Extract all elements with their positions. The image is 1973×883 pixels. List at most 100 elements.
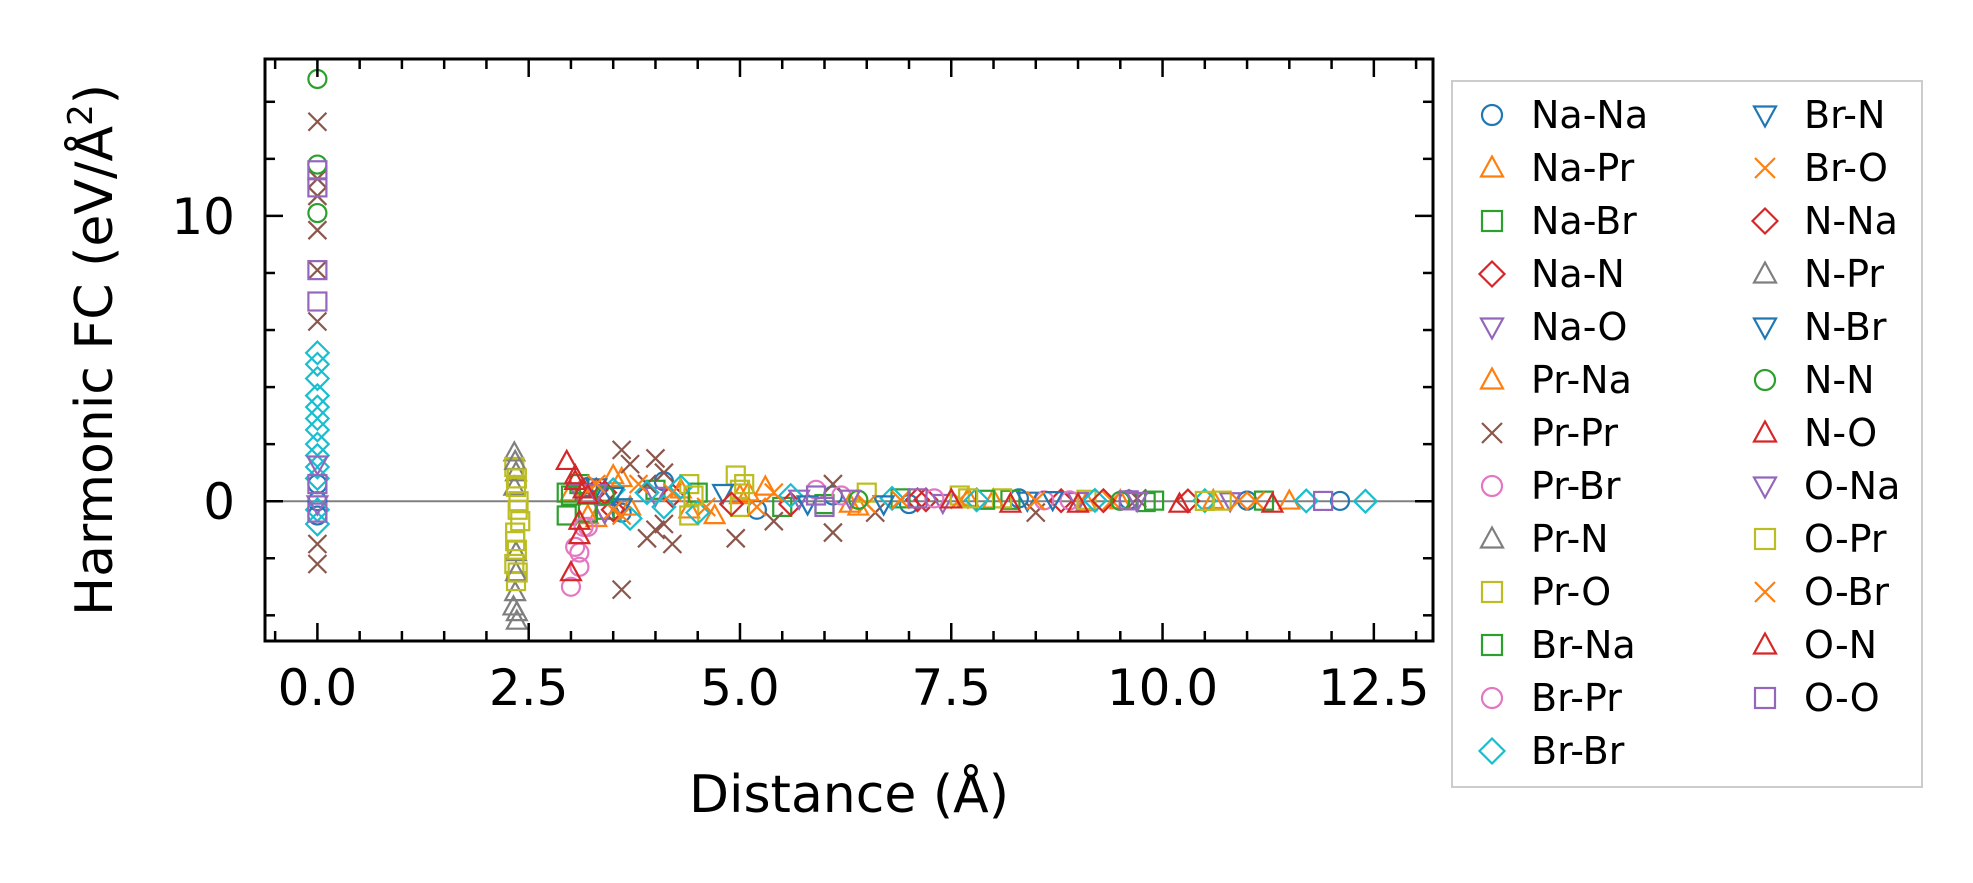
data-point [654, 514, 674, 534]
legend-entry: Br-Pr [1480, 676, 1622, 720]
legend-entry: Na-Br [1480, 199, 1637, 243]
data-point [645, 448, 666, 469]
legend-label: O-Br [1804, 570, 1889, 614]
data-point [505, 531, 526, 552]
series-o-pr [505, 468, 1215, 583]
data-point [504, 559, 528, 582]
legend-marker [1752, 476, 1778, 500]
legend-marker [1752, 105, 1778, 129]
data-point [305, 455, 330, 477]
data-point [668, 474, 694, 500]
data-point [307, 554, 328, 574]
x-tick-label: 10.0 [1107, 659, 1218, 717]
legend-marker [1752, 631, 1778, 655]
data-point [567, 508, 592, 530]
data-point [814, 496, 835, 518]
legend-label: N-Na [1804, 199, 1898, 243]
y-tick-label: 0 [203, 473, 235, 531]
legend-entry: O-Pr [1753, 517, 1887, 561]
legend-label: Na-O [1531, 305, 1627, 349]
legend-entry: Br-Na [1480, 623, 1636, 667]
x-tick-label: 7.5 [911, 659, 991, 717]
data-point [609, 498, 634, 520]
data-point [554, 448, 579, 471]
data-point [1194, 490, 1215, 512]
data-point [662, 482, 683, 503]
data-point [637, 474, 657, 494]
legend-label: O-O [1804, 676, 1880, 720]
legend-label: Br-Br [1531, 729, 1625, 773]
data-point [510, 511, 531, 532]
legend-entry: Pr-Br [1480, 464, 1621, 508]
data-point [1228, 491, 1249, 511]
legend-label: N-Br [1804, 305, 1887, 349]
legend-entry: O-Na [1752, 464, 1900, 508]
legend-label: Na-Pr [1531, 146, 1635, 190]
legend-entry: O-O [1753, 676, 1880, 720]
legend-entry: Na-O [1479, 305, 1627, 349]
data-point [637, 528, 657, 549]
data-point [753, 474, 778, 496]
legend-label: Na-N [1531, 252, 1625, 296]
data-point [651, 494, 677, 520]
data-point [563, 462, 587, 485]
y-axis-label-superscript: 2 [61, 104, 101, 126]
data-point [1118, 490, 1139, 511]
legend-entry: O-Br [1754, 570, 1889, 614]
data-point [998, 491, 1023, 513]
data-point [718, 491, 745, 517]
legend: Na-Na Na-Pr Na-Br Na-N Na-O Pr-Na Pr-Pr Pr-Br Pr… [1451, 80, 1923, 788]
legend-entry: N-O [1752, 411, 1877, 455]
legend-label: Pr-Br [1531, 464, 1621, 508]
data-point [611, 505, 632, 526]
data-point [304, 405, 331, 432]
legend-entry: Pr-O [1480, 570, 1611, 614]
legend-entry: Pr-N [1479, 517, 1609, 561]
data-point [304, 340, 331, 366]
data-point [1192, 487, 1218, 514]
data-points [304, 68, 1379, 630]
data-point [1143, 490, 1165, 511]
legend-marker [1480, 103, 1504, 127]
legend-label: Br-N [1804, 93, 1885, 137]
data-point [307, 473, 328, 495]
data-point [702, 502, 727, 525]
data-point [304, 511, 331, 537]
data-point [576, 482, 600, 505]
data-point [307, 260, 328, 280]
data-point [307, 111, 328, 132]
data-point [304, 351, 331, 378]
legend-marker [1750, 206, 1780, 236]
legend-entry: Br-Br [1477, 729, 1625, 773]
legend-label: Pr-O [1531, 570, 1611, 614]
data-point [890, 490, 911, 510]
legend-marker [1477, 259, 1507, 289]
legend-marker [1480, 633, 1504, 657]
legend-marker [1481, 422, 1503, 444]
data-point [307, 291, 328, 312]
data-point [304, 417, 331, 443]
legend-marker [1479, 366, 1505, 390]
data-point [611, 440, 632, 460]
legend-entry: N-N [1753, 358, 1875, 402]
data-point [677, 497, 702, 519]
data-point [1082, 487, 1108, 514]
data-point [601, 486, 625, 509]
data-point [618, 494, 642, 516]
legend-entry: Na-Pr [1479, 146, 1635, 190]
data-point [879, 485, 905, 512]
data-point [508, 491, 529, 512]
series-br-n [584, 478, 1065, 520]
data-point [628, 474, 649, 494]
data-point [1260, 491, 1285, 513]
legend-marker [1480, 686, 1504, 710]
legend-entry: O-N [1752, 623, 1877, 667]
legend-marker [1753, 527, 1777, 551]
data-point [871, 495, 896, 517]
data-point [304, 454, 331, 480]
x-tick-label: 5.0 [700, 659, 780, 717]
series-n-o [554, 448, 1285, 582]
plot-frame [263, 57, 1435, 643]
data-point [1026, 490, 1046, 511]
